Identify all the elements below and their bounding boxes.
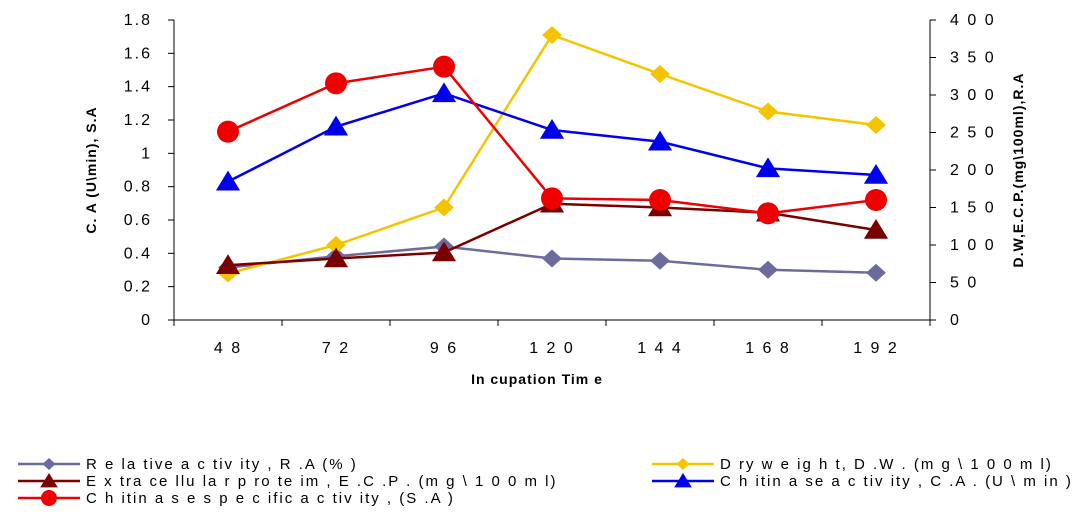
data-point — [215, 170, 241, 191]
legend: R e la tive a c tiv ity , R .A (% ) D ry … — [18, 456, 1073, 507]
right-tick-label: 1 0 0 — [950, 237, 996, 254]
data-point — [863, 164, 889, 184]
data-point — [433, 55, 455, 78]
data-point — [865, 189, 887, 211]
legend-label: D ry w e ig h t, D .W . (m g \ 1 0 0 m l… — [720, 456, 1053, 473]
data-point — [217, 120, 239, 143]
data-point — [755, 157, 781, 178]
data-point — [325, 72, 347, 95]
left-tick-label: 1.2 — [124, 112, 152, 129]
x-tick-label: 1 6 8 — [745, 340, 791, 357]
data-point — [326, 236, 346, 254]
legend-entry: C h itin a s e s p e c ific a c tiv ity … — [18, 490, 455, 507]
legend-marker — [676, 458, 690, 470]
legend-marker — [674, 473, 692, 488]
data-point — [541, 187, 563, 210]
data-point — [539, 119, 565, 139]
right-axis-title: D.W,E.C.P.(mg\100ml),R.A — [1010, 73, 1026, 268]
legend-marker — [42, 458, 56, 470]
legend-entry: R e la tive a c tiv ity , R .A (% ) — [18, 456, 358, 473]
data-point — [431, 241, 457, 262]
right-tick-label: 0 — [950, 312, 961, 329]
legend-label: C h itin a s e s p e c ific a c tiv ity … — [86, 490, 455, 507]
left-tick-label: 0.8 — [124, 179, 152, 196]
left-tick-label: 0.4 — [124, 245, 152, 262]
data-point — [434, 198, 454, 217]
series-4 — [217, 55, 887, 225]
right-tick-label: 2 0 0 — [950, 162, 996, 179]
left-tick-label: 1.8 — [124, 12, 152, 29]
left-tick-label: 1.4 — [124, 79, 152, 96]
right-tick-label: 1 5 0 — [950, 200, 996, 217]
legend-label: E x tra ce llu la r p ro te im , E .C .P… — [86, 473, 558, 490]
data-point — [650, 65, 670, 83]
x-tick-label: 7 2 — [322, 340, 350, 357]
data-point — [649, 189, 671, 211]
legend-marker — [40, 473, 58, 488]
x-tick-label: 1 2 0 — [529, 340, 575, 357]
x-tick-label: 9 6 — [430, 340, 458, 357]
data-point — [647, 130, 673, 151]
data-point — [323, 247, 349, 268]
data-point — [757, 202, 779, 225]
series-line — [227, 33, 877, 275]
right-tick-label: 3 0 0 — [950, 87, 996, 104]
series-1 — [218, 26, 886, 283]
legend-label: C h itin a se a c tiv ity , C .A . (U \ … — [720, 473, 1073, 490]
left-tick-label: 0 — [141, 312, 152, 329]
left-tick-label: 1 — [141, 145, 152, 162]
axes: 0 0.2 0.4 0.6 0.8 1 1.2 1.4 1.6 1.8 0 5 0 1 0 0 1 5 0… — [124, 12, 996, 357]
legend-entry: D ry w e ig h t, D .W . (m g \ 1 0 0 m l… — [652, 456, 1053, 473]
data-point — [323, 115, 349, 136]
legend-label: R e la tive a c tiv ity , R .A (% ) — [86, 456, 358, 473]
legend-marker — [41, 490, 57, 506]
data-point — [866, 263, 886, 282]
data-point — [542, 249, 562, 268]
right-tick-label: 5 0 — [950, 275, 978, 292]
data-point — [542, 26, 562, 44]
left-axis-title: C. A (U\min), S.A — [83, 106, 99, 233]
data-point — [215, 254, 241, 275]
data-point — [863, 219, 889, 239]
right-tick-label: 2 5 0 — [950, 125, 996, 142]
x-tick-label: 1 4 4 — [637, 340, 683, 357]
x-axis-title: In cupation Tim e — [471, 371, 603, 387]
left-tick-label: 0.6 — [124, 212, 152, 229]
left-tick-label: 1.6 — [124, 45, 152, 62]
legend-entry: E x tra ce llu la r p ro te im , E .C .P… — [18, 473, 558, 490]
x-tick-label: 1 9 2 — [853, 340, 899, 357]
legend-entry: C h itin a se a c tiv ity , C .A . (U \ … — [652, 473, 1073, 490]
right-tick-label: 4 0 0 — [950, 12, 996, 29]
data-point — [866, 116, 886, 134]
data-point — [650, 251, 670, 270]
right-tick-label: 3 5 0 — [950, 50, 996, 67]
data-point — [431, 82, 457, 103]
x-tick-label: 4 8 — [214, 340, 242, 357]
series-layer — [215, 26, 889, 283]
data-point — [758, 260, 778, 279]
data-point — [758, 102, 778, 121]
left-tick-label: 0.2 — [124, 279, 152, 296]
series-3 — [215, 82, 889, 191]
